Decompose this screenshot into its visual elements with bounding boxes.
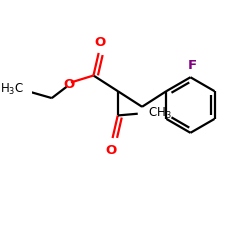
Text: F: F [188, 59, 197, 72]
Text: H$_3$C: H$_3$C [0, 82, 24, 97]
Text: O: O [64, 78, 75, 91]
Text: CH$_3$: CH$_3$ [148, 106, 172, 121]
Text: O: O [95, 36, 106, 49]
Text: O: O [105, 144, 117, 157]
